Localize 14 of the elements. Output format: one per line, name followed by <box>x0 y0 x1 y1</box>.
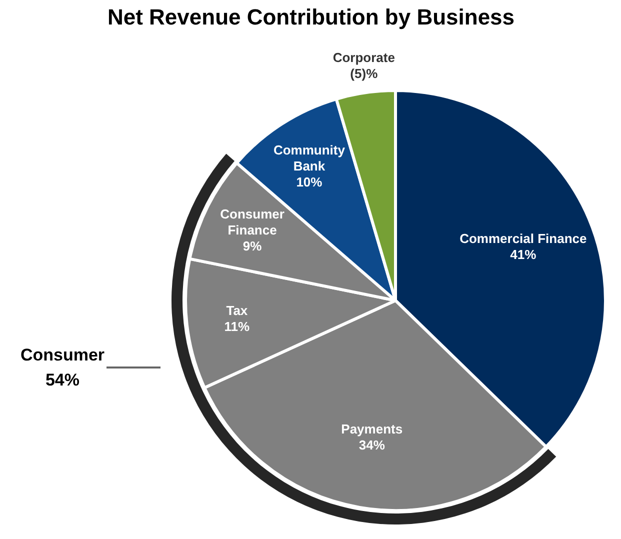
data-label: 34% <box>358 438 386 453</box>
data-label: 41% <box>510 247 537 262</box>
data-label: (5)% <box>350 66 378 81</box>
slice-label: Tax <box>226 303 248 318</box>
data-label: 9% <box>242 238 262 254</box>
chart-title: Net Revenue Contribution by Business <box>107 4 515 30</box>
slice-label: Community Bank <box>273 142 346 174</box>
slice-label: Consumer Finance <box>220 206 284 238</box>
slice-label: Corporate <box>332 50 395 65</box>
text: Consumer 54% <box>20 346 105 390</box>
data-label: 10% <box>296 174 323 190</box>
slice-label: Payments <box>341 422 403 437</box>
slice-label: Commercial Finance <box>460 231 587 246</box>
data-label: 11% <box>224 319 250 334</box>
